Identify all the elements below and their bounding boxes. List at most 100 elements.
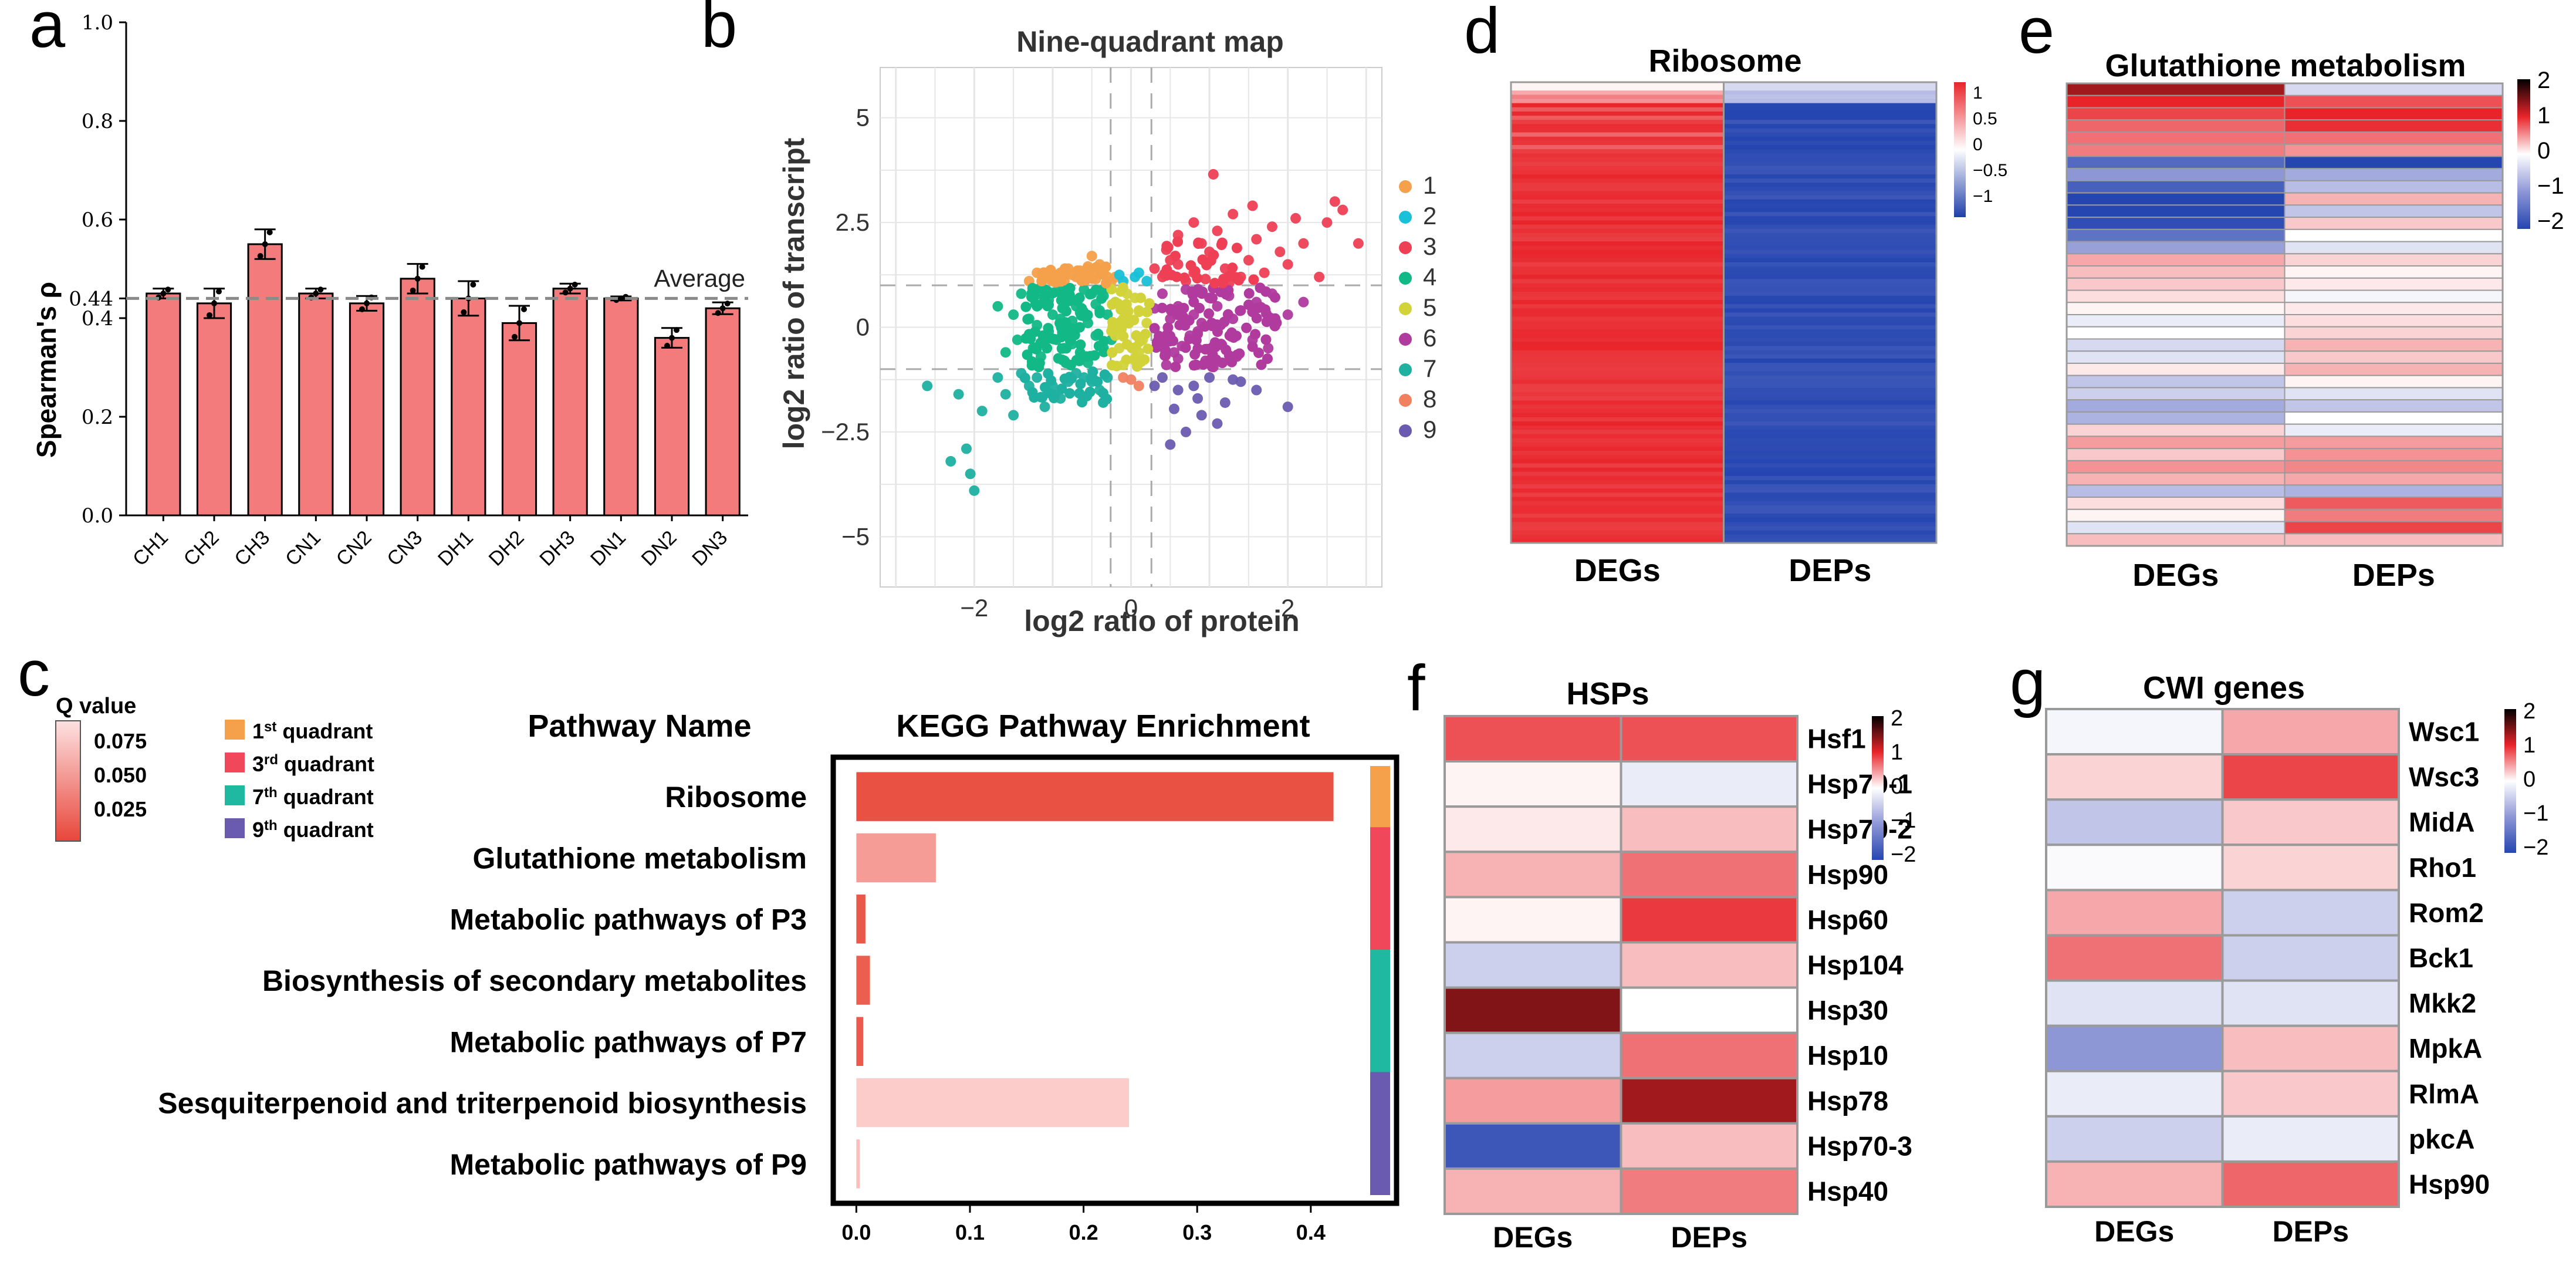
panel-d-cell-degs (1511, 90, 1724, 96)
panel-d-cell-deps (1723, 220, 1936, 225)
panel-d-cell-deps (1723, 492, 1936, 498)
panel-c-bar (856, 956, 870, 1005)
panel-d-cell-deps (1723, 484, 1936, 489)
panel-d-cell-deps (1723, 232, 1936, 238)
panel-b-point-q4 (1000, 347, 1011, 358)
panel-c-xtick-label: 0.4 (1296, 1220, 1326, 1244)
panel-b-point-q7 (1064, 372, 1075, 383)
panel-b-point-q4 (1094, 308, 1106, 319)
panel-b-point-q3 (1209, 278, 1221, 289)
panel-g-cell (2221, 708, 2400, 756)
panel-b-point-q4 (1059, 343, 1070, 354)
panel-a-bar (603, 297, 639, 517)
panel-d-cell-degs (1511, 480, 1724, 485)
panel-f-colorbar-tick: 0 (1891, 774, 1903, 799)
panel-e-cell (2066, 362, 2286, 376)
panel-d-cell-deps (1723, 526, 1936, 531)
panel-b-point-q7 (1000, 389, 1011, 400)
panel-d-cell-degs (1511, 497, 1724, 502)
panel-c-quadrant-label: 1st quadrant (252, 719, 373, 743)
panel-g-cell (2045, 1115, 2224, 1163)
panel-d-cell-deps (1723, 501, 1936, 506)
panel-b-point-q7 (1008, 410, 1019, 421)
panel-b-point-q6 (1247, 341, 1258, 352)
panel-e-cell (2066, 289, 2286, 303)
panel-b-point-q4 (1072, 295, 1083, 306)
panel-e-cell (2066, 508, 2286, 522)
panel-d-cell-degs (1511, 518, 1724, 522)
panel-g-cell (2045, 889, 2224, 937)
panel-e-cell (2066, 302, 2286, 316)
panel-f-row-label: Hsp70-1 (1807, 769, 1912, 799)
panel-f-heatmap: HSPs Hsf1 Hsp70-1 Hsp70-2 Hsp90 Hsp60 Hsp104 H… (1443, 676, 1916, 1254)
panel-d-cell-deps (1723, 237, 1936, 242)
panel-d-cell-deps (1723, 480, 1936, 485)
panel-b-point-q6 (1191, 359, 1202, 370)
panel-b-point-q6 (1298, 296, 1309, 308)
panel-d-cell-deps (1723, 166, 1936, 171)
panel-d-cell-degs (1511, 463, 1724, 468)
panel-b-point-q6 (1234, 348, 1245, 359)
panel-f-cell (1620, 715, 1799, 763)
panel-g-cell (2221, 1115, 2400, 1163)
panel-b-point-q5 (1140, 329, 1151, 340)
panel-d-cell-degs (1511, 526, 1724, 531)
panel-g-column-label: DEGs (2094, 1215, 2174, 1248)
panel-d-cell-deps (1723, 116, 1936, 120)
panel-b-scatter-chart: Nine-quadrant map log2 ratio of protein … (777, 25, 1436, 637)
panel-d-cell-deps (1723, 283, 1936, 288)
panel-d-cell-deps (1723, 157, 1936, 163)
panel-c-quadrant-sup: rd (264, 752, 278, 768)
panel-a-xtick-label: CN1 (281, 527, 325, 571)
panel-e-colorbar-tick: −1 (2537, 173, 2564, 199)
panel-e-cell (2284, 131, 2503, 145)
panel-d-cell-deps (1723, 161, 1936, 167)
panel-d-cell-degs (1511, 262, 1724, 267)
panel-e-cell (2066, 448, 2286, 461)
panel-g-colorbar-tick: 2 (2523, 699, 2536, 724)
panel-b-point-q6 (1149, 323, 1160, 334)
panel-a-replicate-dot (674, 327, 680, 333)
panel-b-point-q3 (1248, 274, 1259, 285)
panel-d-cell-deps (1723, 497, 1936, 502)
panel-b-legend-dot (1399, 180, 1412, 193)
panel-d-cell-degs (1511, 522, 1724, 527)
panel-a-replicate-dot (211, 300, 217, 306)
panel-b-point-q9 (1168, 403, 1179, 414)
panel-d-cell-deps (1723, 333, 1936, 338)
panel-b-point-q7 (1029, 392, 1040, 403)
panel-d-cell-degs (1511, 170, 1724, 175)
panel-a-replicate-dot (724, 301, 731, 307)
panel-d-cell-deps (1723, 271, 1936, 275)
panel-d-cell-degs (1511, 538, 1724, 544)
panel-c-xtick-label: 0.0 (841, 1220, 871, 1244)
panel-f-cell (1443, 1077, 1622, 1125)
panel-d-cell-degs (1511, 467, 1724, 473)
panel-d-cell-deps (1723, 149, 1936, 154)
panel-c-xtick-label: 0.2 (1069, 1220, 1098, 1244)
panel-g-row-label: MidA (2409, 807, 2474, 838)
panel-b-point-q1 (1059, 263, 1070, 274)
panel-b-legend-dot (1399, 272, 1412, 285)
panel-f-colorbar-tick: −1 (1891, 808, 1916, 833)
panel-b-point-q3 (1192, 272, 1203, 284)
panel-b-point-q5 (1117, 282, 1128, 293)
panel-d-cell-deps (1723, 530, 1936, 535)
panel-a-bar (247, 243, 283, 517)
panel-d-cell-degs (1511, 459, 1724, 464)
panel-d-cell-deps (1723, 249, 1936, 255)
panel-d-cell-deps (1723, 107, 1936, 112)
panel-e-cell (2284, 180, 2503, 194)
panel-g-row-label: Bck1 (2409, 943, 2473, 973)
panel-b-point-q6 (1206, 292, 1218, 303)
panel-b-legend-label: 7 (1423, 355, 1436, 382)
panel-f-row-label: Hsp104 (1807, 950, 1904, 980)
panel-a-xtick-label: DN1 (586, 527, 630, 571)
panel-b-point-q6 (1247, 306, 1258, 318)
panel-d-cell-degs (1511, 367, 1724, 372)
panel-d-cell-degs (1511, 363, 1724, 367)
panel-a-ytick-label: 0.2 (82, 406, 113, 429)
panel-b-point-q3 (1337, 204, 1348, 215)
panel-e-cell (2066, 497, 2286, 510)
panel-e-cell (2284, 168, 2503, 181)
